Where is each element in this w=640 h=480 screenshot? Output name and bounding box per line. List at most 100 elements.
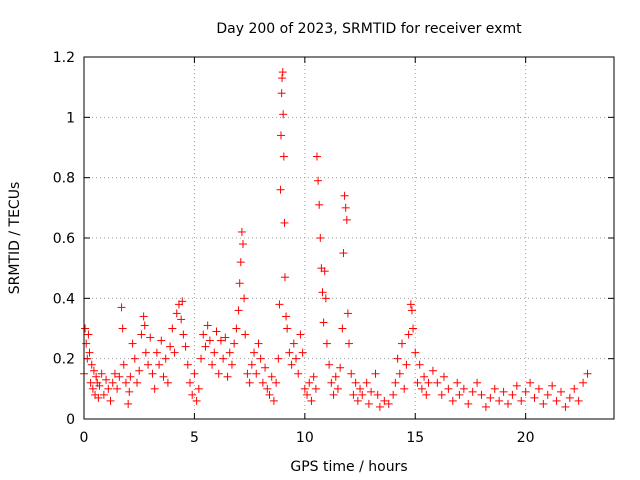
data-point [139, 312, 148, 321]
data-point [300, 384, 309, 393]
data-point [375, 402, 384, 411]
data-point [424, 378, 433, 387]
data-point [243, 369, 252, 378]
data-point [113, 384, 122, 393]
data-point [192, 396, 201, 405]
data-point [287, 360, 296, 369]
y-tick-label: 0.2 [53, 352, 75, 368]
data-point [232, 324, 241, 333]
data-point [223, 372, 232, 381]
data-point [305, 378, 314, 387]
data-point [570, 384, 579, 393]
data-point [277, 89, 286, 98]
x-tick-label: 5 [190, 430, 199, 446]
data-point [276, 185, 285, 194]
data-point [241, 330, 250, 339]
data-point [144, 360, 153, 369]
data-point [343, 309, 352, 318]
data-point [307, 396, 316, 405]
data-point [358, 390, 367, 399]
data-point [118, 324, 127, 333]
x-tick-label: 20 [517, 430, 535, 446]
data-point [150, 384, 159, 393]
data-point [364, 399, 373, 408]
data-point [565, 393, 574, 402]
data-point [338, 324, 347, 333]
data-point [119, 360, 128, 369]
data-point [336, 363, 345, 372]
data-point [140, 321, 149, 330]
data-point [285, 348, 294, 357]
data-point [85, 348, 94, 357]
data-point [362, 378, 371, 387]
data-point [294, 369, 303, 378]
data-point [125, 387, 134, 396]
data-point [201, 342, 210, 351]
data-point [341, 203, 350, 212]
data-point [256, 354, 265, 363]
data-point [237, 227, 246, 236]
data-point [157, 336, 166, 345]
data-point [214, 369, 223, 378]
data-point [345, 339, 353, 348]
data-point [561, 402, 570, 411]
data-point [89, 366, 98, 375]
data-point [240, 294, 249, 303]
data-point [349, 390, 358, 399]
data-point [276, 131, 285, 140]
y-tick-label: 0.4 [53, 291, 75, 307]
data-point [417, 384, 426, 393]
data-point [319, 318, 328, 327]
y-tick-label: 0 [66, 412, 75, 428]
data-point [439, 372, 448, 381]
data-point [289, 339, 298, 348]
y-tick-label: 0.8 [53, 171, 75, 187]
data-point [278, 74, 287, 83]
data-point [186, 378, 194, 387]
data-point [178, 297, 187, 306]
data-point [245, 378, 254, 387]
data-point [311, 384, 320, 393]
plot-frame [83, 56, 615, 420]
data-point [216, 336, 225, 345]
data-point [543, 390, 552, 399]
data-point [254, 339, 263, 348]
data-point [194, 384, 203, 393]
data-point [315, 200, 324, 209]
data-point [121, 378, 130, 387]
data-point [124, 399, 133, 408]
data-point [210, 348, 219, 357]
data-point [393, 354, 402, 363]
data-point [159, 372, 168, 381]
data-point [298, 348, 307, 357]
data-point [548, 381, 557, 390]
data-point [278, 68, 287, 77]
data-point [329, 390, 338, 399]
data-point [534, 384, 543, 393]
data-point [411, 348, 420, 357]
data-point [87, 360, 96, 369]
data-point [83, 354, 92, 363]
data-point [409, 324, 418, 333]
data-point [448, 396, 457, 405]
data-point [342, 215, 351, 224]
data-point [141, 348, 150, 357]
data-point [339, 249, 348, 258]
data-point [391, 378, 400, 387]
data-point [258, 378, 267, 387]
data-point [521, 387, 530, 396]
data-point [227, 360, 236, 369]
data-point [481, 402, 490, 411]
data-point [351, 378, 360, 387]
data-point [428, 366, 437, 375]
data-point [95, 381, 104, 390]
data-point [203, 321, 212, 330]
data-point [94, 393, 103, 402]
data-point [459, 384, 468, 393]
data-point [166, 342, 175, 351]
data-point [499, 387, 508, 396]
data-point [148, 369, 157, 378]
data-point [468, 387, 477, 396]
data-point [152, 348, 161, 357]
data-point [404, 330, 413, 339]
